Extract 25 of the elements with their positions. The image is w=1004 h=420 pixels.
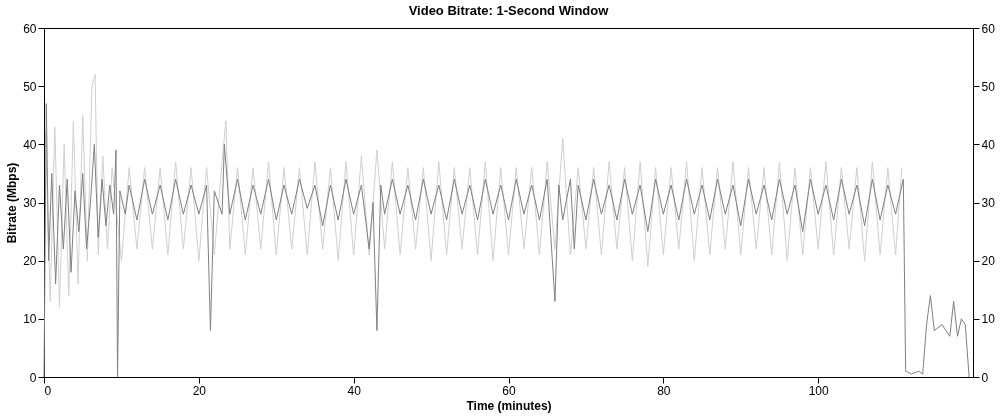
line-series: [45, 74, 903, 308]
line-series: [43, 103, 970, 378]
x-axis-title: Time (minutes): [466, 398, 552, 413]
y-axis-title: Bitrate (Mbps): [5, 162, 20, 244]
x-tick-label: 60: [502, 383, 516, 398]
y2-tick-label: 30: [981, 196, 996, 210]
x-tick-label: 40: [347, 383, 362, 398]
x-tick-label: 100: [808, 383, 829, 398]
y2-tick-label: 0: [981, 370, 989, 385]
x-tick-label: 20: [192, 383, 207, 398]
y2-tick-label: 20: [981, 254, 996, 269]
x-tick-label: 80: [657, 383, 671, 398]
y-tick-label: 50: [23, 79, 37, 94]
y-tick-label: 10: [23, 312, 37, 327]
y2-tick-label: 60: [981, 21, 996, 36]
x-tick-label: 0: [44, 383, 52, 398]
y2-tick-label: 50: [981, 79, 996, 94]
y-tick-label: 60: [23, 21, 37, 36]
y2-tick-label: 10: [981, 312, 996, 327]
chart-title: Video Bitrate: 1-Second Window: [408, 3, 610, 18]
y2-tick-label: 40: [981, 137, 996, 152]
y-tick-label: 30: [23, 196, 37, 210]
y-tick-label: 0: [29, 370, 37, 385]
y-tick-label: 40: [23, 137, 37, 152]
y-tick-label: 20: [23, 254, 37, 269]
